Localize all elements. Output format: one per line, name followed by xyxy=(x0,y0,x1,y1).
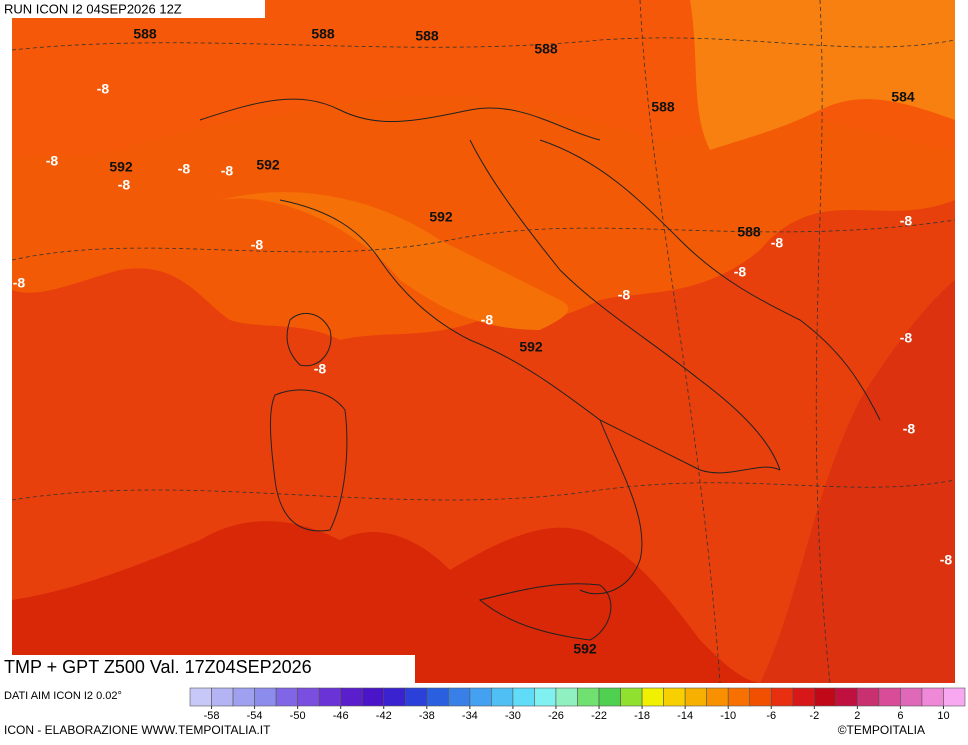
contour-label: -8 xyxy=(251,237,264,253)
colorbar-box xyxy=(555,687,578,707)
colorbar-tick-label: -50 xyxy=(290,710,306,722)
colorbar-box xyxy=(318,687,341,707)
colorbar-box xyxy=(534,687,557,707)
contour-label: 592 xyxy=(109,159,133,175)
map-region-east xyxy=(690,0,955,150)
colorbar-box xyxy=(620,687,643,707)
colorbar-tick-label: -18 xyxy=(634,710,650,722)
contour-label: 588 xyxy=(737,224,761,240)
contour-label: -8 xyxy=(481,312,494,328)
contour-label: -8 xyxy=(940,552,953,568)
map-region-balkans xyxy=(760,280,955,683)
colorbar-box xyxy=(297,687,320,707)
colorbar-box xyxy=(404,687,428,707)
colorbar-tick-label: -46 xyxy=(333,710,349,722)
contour-label: -8 xyxy=(618,287,631,303)
footer-source: DATI AIM ICON I2 0.02° xyxy=(4,690,122,702)
contour-label: 592 xyxy=(519,339,543,355)
colorbar-box xyxy=(749,687,772,707)
contour-label: 588 xyxy=(415,28,439,44)
colorbar-tick-label: -34 xyxy=(462,710,478,722)
contour-label: 592 xyxy=(573,641,597,657)
colorbar-box xyxy=(426,687,449,707)
contour-label: 588 xyxy=(534,41,558,57)
colorbar-box xyxy=(361,687,385,707)
colorbar-box xyxy=(448,687,471,707)
colorbar-tick-label: 6 xyxy=(897,710,903,722)
colorbar-tick-label: -58 xyxy=(204,710,220,722)
contour-label: 584 xyxy=(891,89,915,105)
colorbar-tick-label: -14 xyxy=(677,710,693,722)
contour-label: -8 xyxy=(221,163,234,179)
contour-label: -8 xyxy=(314,361,327,377)
colorbar-tick-label: -6 xyxy=(766,710,776,722)
colorbar-box xyxy=(900,687,923,707)
colorbar-box xyxy=(189,687,212,707)
contour-label: -8 xyxy=(771,235,784,251)
colorbar-box xyxy=(232,687,255,707)
colorbar-box xyxy=(491,687,514,707)
contour-label: -8 xyxy=(900,330,913,346)
contour-label: -8 xyxy=(13,275,26,291)
colorbar-box xyxy=(577,687,600,707)
contour-label: -8 xyxy=(734,264,747,280)
isohypses xyxy=(11,0,956,684)
colorbar-box xyxy=(921,687,944,707)
colorbar-box xyxy=(814,687,837,707)
colorbar-box xyxy=(383,687,406,707)
contour-label: 592 xyxy=(429,209,453,225)
colorbar-tick-label: -10 xyxy=(720,710,736,722)
header-box xyxy=(0,0,265,18)
colorbar-box xyxy=(598,687,621,707)
colorbar-tick-label: 2 xyxy=(854,710,860,722)
contour-label: -8 xyxy=(118,177,131,193)
contour-label: -8 xyxy=(178,161,191,177)
colorbar-tick-label: -54 xyxy=(247,710,263,722)
colorbar-tick-label: -30 xyxy=(505,710,521,722)
contour-label: 588 xyxy=(311,26,335,42)
colorbar-tick-label: -42 xyxy=(376,710,392,722)
coastlines xyxy=(199,98,881,641)
map-region-south xyxy=(12,521,760,683)
contour-label: -8 xyxy=(97,81,110,97)
colorbar-tick-label: -26 xyxy=(548,710,564,722)
colorbar-box xyxy=(641,687,664,707)
colorbar-box xyxy=(275,687,298,707)
contour-label: -8 xyxy=(900,213,913,229)
colorbar-box xyxy=(512,687,535,707)
contour-label: -8 xyxy=(46,153,59,169)
contour-label: 592 xyxy=(256,157,280,173)
colorbar-box xyxy=(835,687,858,707)
colorbar-box xyxy=(792,687,815,707)
contour-labels: 588 588 588 588 588 584 592 592 592 588 592 592 -8 -8… xyxy=(13,26,953,657)
colorbar-box xyxy=(857,687,880,707)
colorbar-box xyxy=(211,687,234,707)
footer-brand: ©TEMPOITALIA xyxy=(838,723,925,737)
colorbar-box xyxy=(663,687,686,707)
colorbar-box xyxy=(469,687,492,707)
colorbar-box xyxy=(340,687,363,707)
colorbar-box xyxy=(254,687,277,707)
colorbar-box xyxy=(943,687,966,707)
contour-label: -8 xyxy=(903,421,916,437)
footer-title: TMP + GPT Z500 Val. 17Z04SEP2026 xyxy=(4,657,312,677)
colorbar-box xyxy=(878,687,901,707)
colorbar-box xyxy=(684,687,707,707)
colorbar: -58 -54 -50 -46 -42 -38 -34 -30 -26 -22 -18 -14 -10-… xyxy=(189,687,966,722)
colorbar-tick-label: -22 xyxy=(591,710,607,722)
contour-label: 588 xyxy=(651,99,675,115)
colorbar-tick-label: 10 xyxy=(937,710,949,722)
colorbar-box xyxy=(727,687,751,707)
contour-label: 588 xyxy=(133,26,157,42)
colorbar-tick-label: -2 xyxy=(809,710,819,722)
run-label: RUN ICON I2 04SEP2026 12Z xyxy=(4,1,182,16)
colorbar-tick-label: -38 xyxy=(419,710,435,722)
colorbar-box xyxy=(706,687,729,707)
colorbar-box xyxy=(770,687,794,707)
map-region-padana xyxy=(220,192,569,330)
footer-credit: ICON - ELABORAZIONE WWW.TEMPOITALIA.IT xyxy=(4,723,271,737)
